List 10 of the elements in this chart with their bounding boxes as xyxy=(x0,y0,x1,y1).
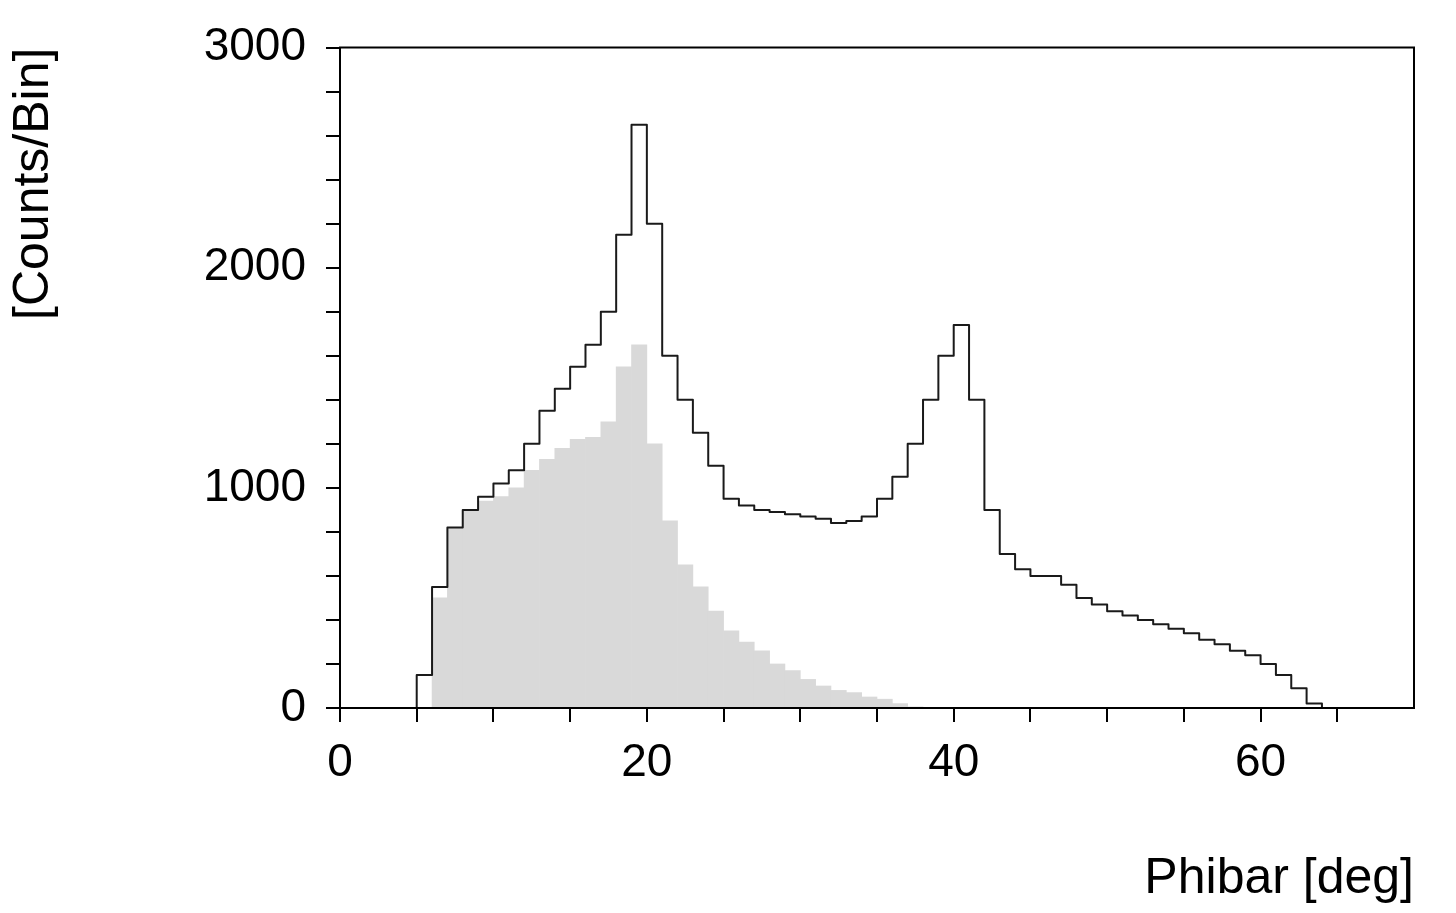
y-axis-title: [Counts/Bin] xyxy=(2,47,59,320)
y-tick-label: 0 xyxy=(280,678,306,731)
x-tick-label: 40 xyxy=(928,734,980,787)
x-axis-title: Phibar [deg] xyxy=(1144,847,1414,904)
y-tick-label: 1000 xyxy=(203,458,306,511)
x-tick-label: 0 xyxy=(327,734,353,787)
y-tick-label: 3000 xyxy=(203,18,306,71)
x-tick-label: 60 xyxy=(1234,734,1287,787)
y-tick-label: 2000 xyxy=(203,238,306,291)
x-tick-label: 20 xyxy=(621,734,673,787)
